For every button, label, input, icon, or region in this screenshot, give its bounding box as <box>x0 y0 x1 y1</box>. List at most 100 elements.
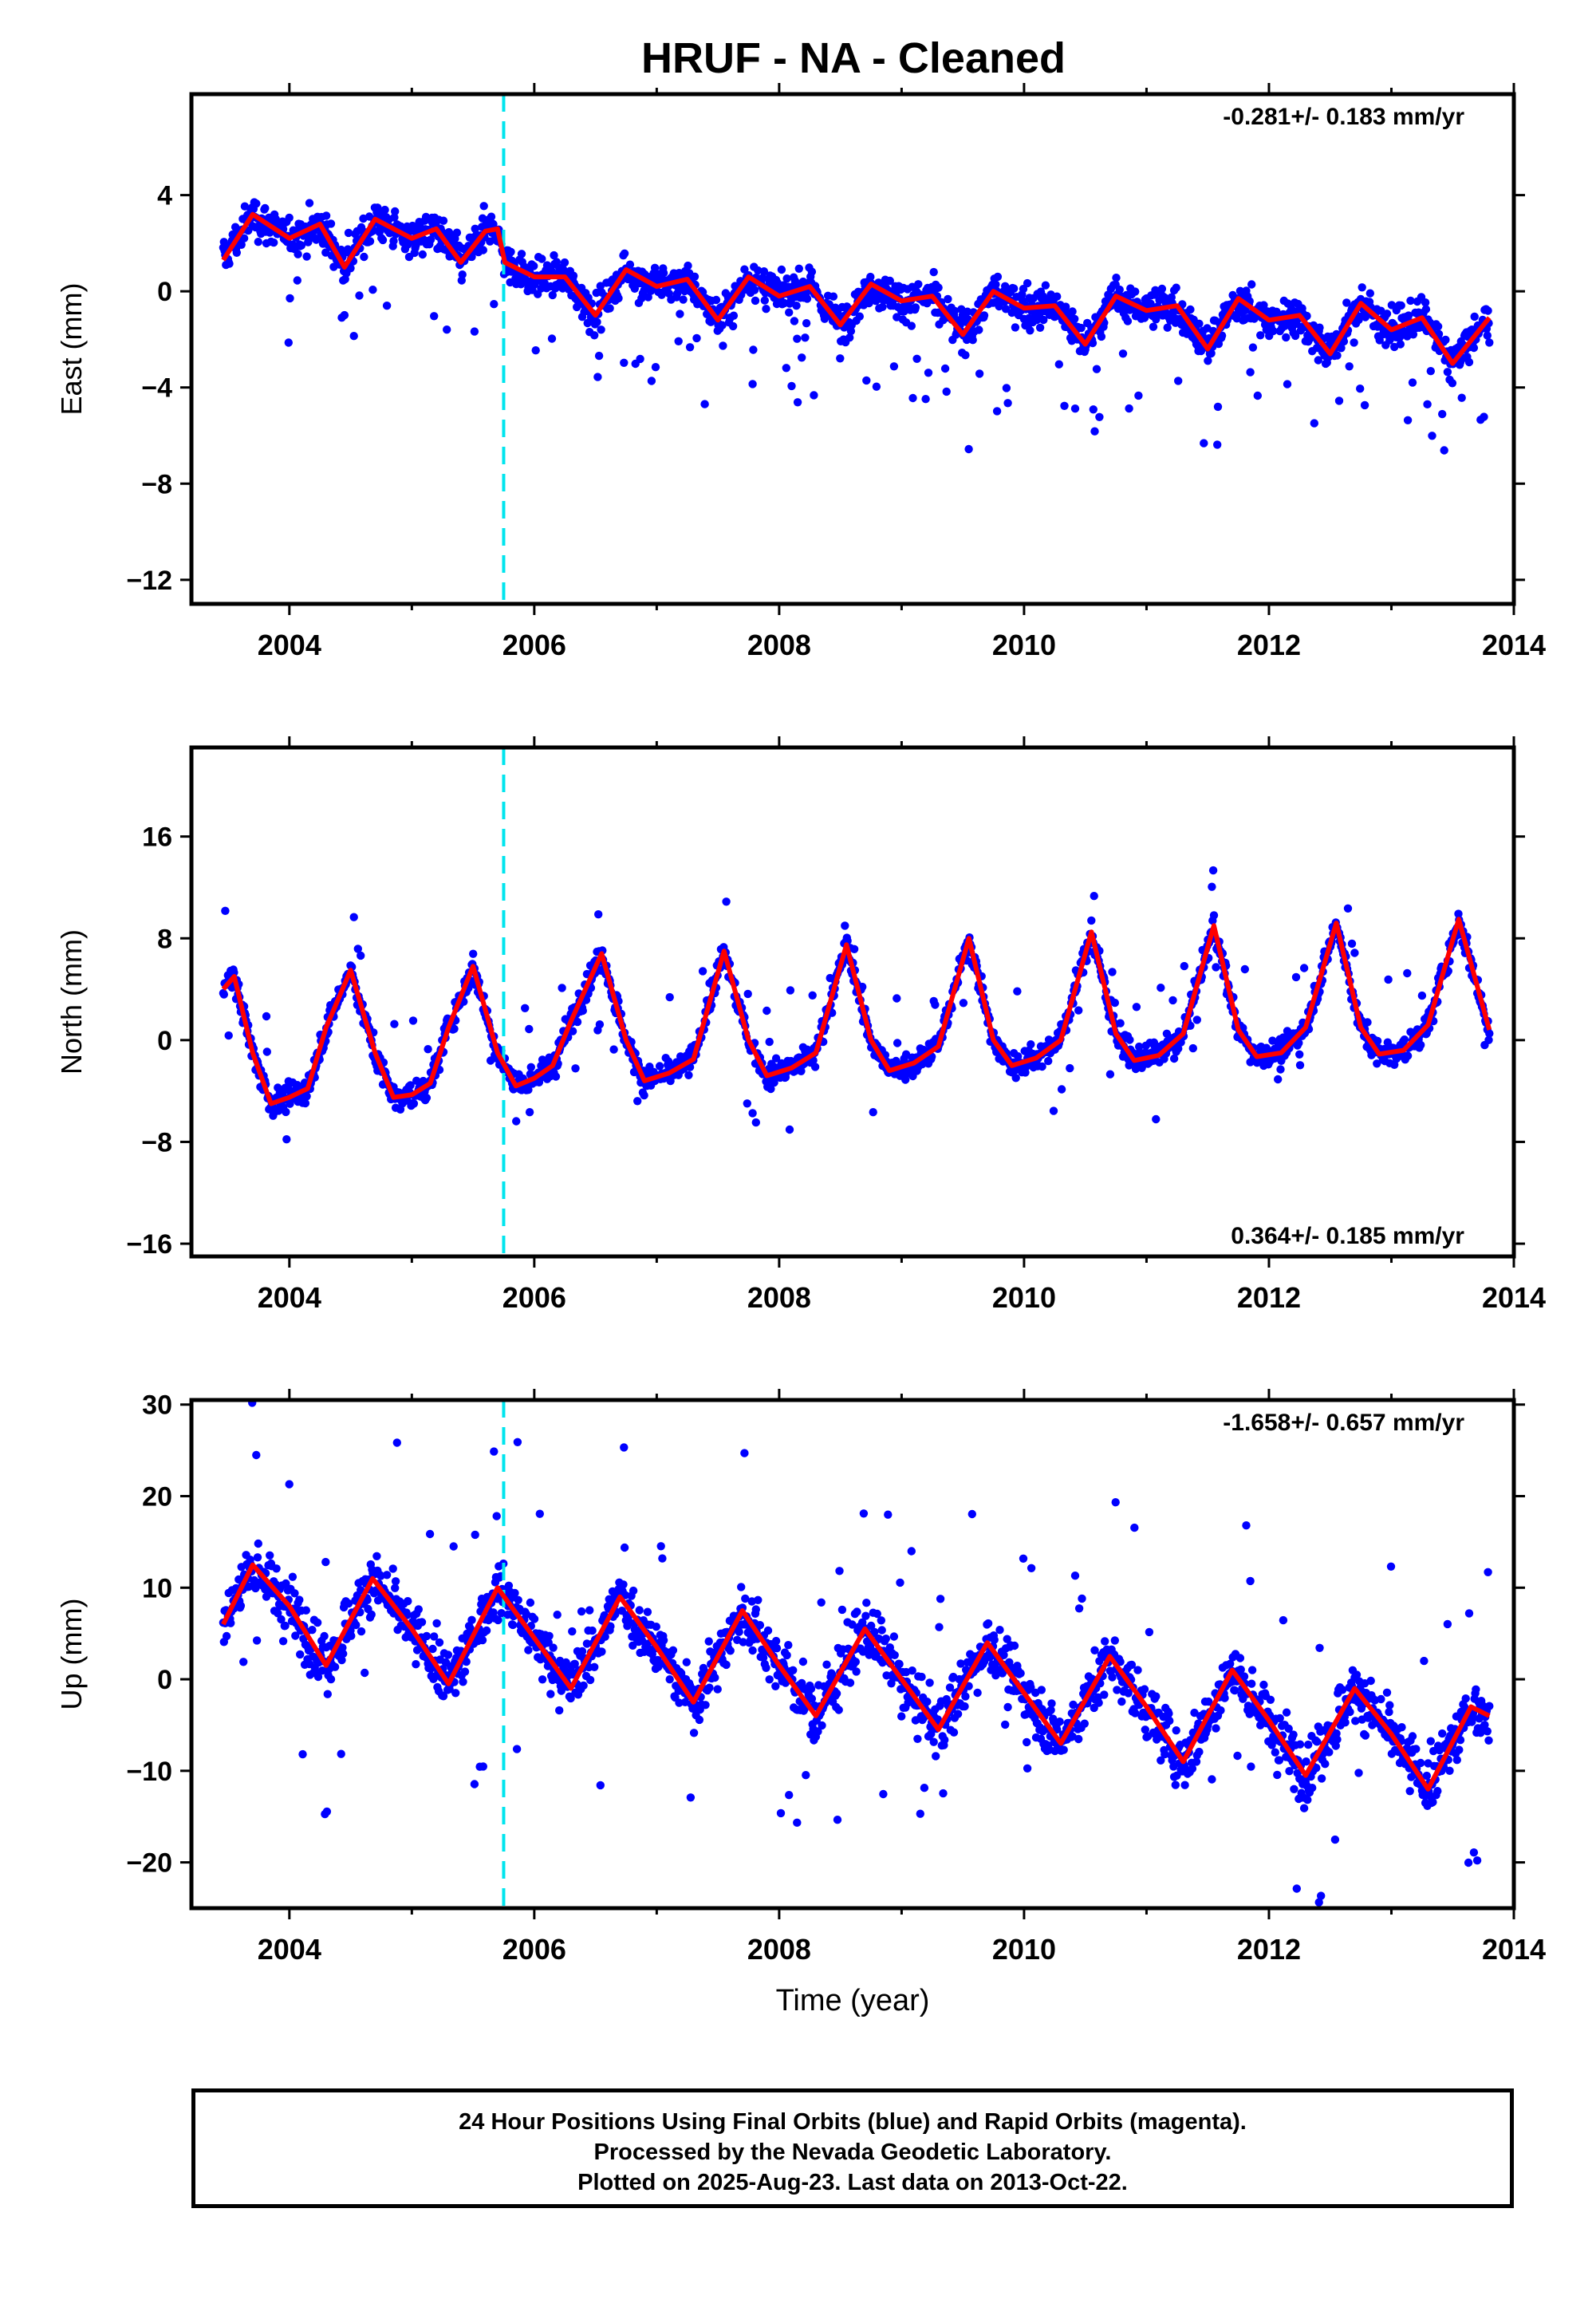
observation-point <box>853 1607 861 1616</box>
observation-point <box>1469 343 1479 353</box>
observation-point <box>614 294 623 303</box>
observation-point <box>1060 401 1069 410</box>
observation-point <box>718 321 727 329</box>
observation-point <box>992 407 1002 416</box>
observation-point <box>771 1682 780 1690</box>
observation-point <box>571 1064 580 1073</box>
observation-point <box>620 358 629 367</box>
y-tick-label: −12 <box>126 566 172 596</box>
observation-point <box>1291 972 1301 982</box>
observation-point <box>907 321 916 330</box>
observation-point <box>1192 1016 1202 1024</box>
observation-point <box>593 317 601 326</box>
observation-point <box>408 1016 418 1025</box>
observation-point <box>1464 357 1474 367</box>
observation-point <box>1269 326 1278 336</box>
observation-point <box>297 241 306 250</box>
observation-point <box>750 286 759 294</box>
observation-point <box>458 270 467 279</box>
x-tick-label: 2006 <box>502 1281 566 1314</box>
observation-point <box>492 1512 501 1520</box>
observation-point <box>585 1675 595 1685</box>
observation-point <box>931 1000 940 1009</box>
observation-point <box>568 1027 577 1035</box>
observation-point <box>975 325 983 334</box>
observation-point <box>881 1635 891 1643</box>
observation-point <box>1382 310 1392 318</box>
observation-point <box>406 1081 415 1090</box>
observation-point <box>1038 1062 1046 1071</box>
observation-point <box>885 276 895 286</box>
observation-point <box>765 1037 774 1047</box>
observation-point <box>326 1674 336 1684</box>
observation-point <box>524 1646 533 1654</box>
observation-point <box>1123 317 1133 325</box>
observation-point <box>512 1745 522 1753</box>
observation-point <box>859 1509 869 1518</box>
observation-point <box>1426 367 1436 376</box>
observation-point <box>1440 446 1448 455</box>
observation-point <box>585 1606 594 1615</box>
observation-point <box>301 1606 310 1615</box>
observation-point <box>1195 319 1204 328</box>
observation-point <box>963 307 972 316</box>
observation-point <box>841 921 849 930</box>
observation-point <box>1041 281 1050 290</box>
observation-point <box>482 1626 491 1635</box>
observation-point <box>390 1019 399 1028</box>
observation-point <box>711 295 721 305</box>
observation-point <box>517 250 526 258</box>
observation-point <box>798 1657 808 1666</box>
observation-point <box>298 1749 307 1759</box>
observation-point <box>1299 964 1309 972</box>
observation-point <box>763 1006 771 1016</box>
observation-point <box>1172 283 1180 292</box>
observation-point <box>605 304 614 313</box>
rate-annotation: 0.364+/- 0.185 mm/yr <box>1231 1223 1464 1249</box>
observation-point <box>1027 1040 1035 1049</box>
observation-point <box>426 235 435 244</box>
observation-point <box>294 250 302 258</box>
observation-point <box>596 282 605 290</box>
observation-point <box>390 213 399 222</box>
observation-point <box>845 1678 855 1687</box>
observation-point <box>1247 280 1256 289</box>
observation-point <box>620 1443 629 1452</box>
observation-point <box>1295 1050 1304 1059</box>
y-tick-label: 4 <box>157 181 172 211</box>
observation-point <box>692 333 701 343</box>
observation-point <box>525 1024 534 1034</box>
observation-point <box>668 1646 678 1654</box>
observation-point <box>655 1062 664 1071</box>
observation-point <box>1208 866 1218 875</box>
observation-point <box>1403 416 1413 424</box>
observation-point <box>810 1063 820 1071</box>
observation-point <box>921 395 930 404</box>
observation-point <box>236 1601 246 1611</box>
observation-point <box>1213 440 1222 449</box>
observation-point <box>784 1641 793 1650</box>
observation-point <box>578 1006 587 1016</box>
observation-point <box>1310 419 1319 428</box>
observation-point <box>792 302 801 310</box>
observation-point <box>676 310 684 318</box>
observation-point <box>665 1675 674 1684</box>
observation-point <box>417 1618 427 1627</box>
observation-point <box>762 305 770 314</box>
observation-point <box>959 999 968 1008</box>
observation-point <box>337 1749 345 1758</box>
observation-point <box>782 274 791 283</box>
observation-point <box>1400 1035 1409 1044</box>
observation-point <box>278 1637 288 1646</box>
observation-point <box>1485 1029 1494 1038</box>
observation-point <box>530 280 539 289</box>
observation-point <box>751 1118 760 1127</box>
observation-point <box>382 1571 392 1579</box>
observation-point <box>449 1542 458 1551</box>
observation-point <box>878 302 887 311</box>
observation-point <box>1026 326 1034 335</box>
observation-point <box>656 1542 665 1551</box>
observation-point <box>1333 351 1342 360</box>
observation-point <box>1384 975 1393 984</box>
